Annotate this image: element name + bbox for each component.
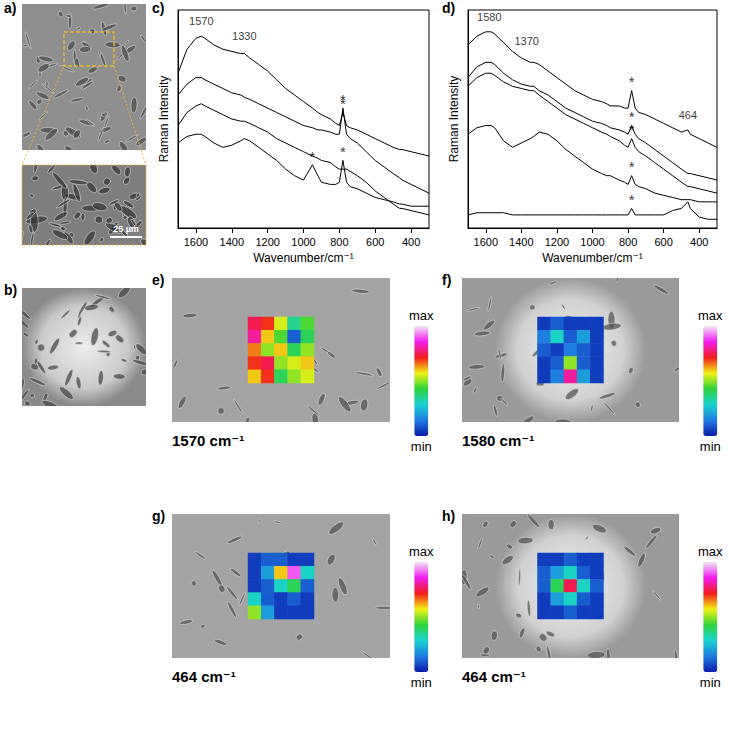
svg-text:*: * <box>340 143 346 160</box>
html-text:e): e) <box>152 272 165 288</box>
svg-text:1600: 1600 <box>474 236 498 248</box>
svg-text:min: min <box>411 439 432 454</box>
svg-text:max: max <box>698 544 723 559</box>
svg-text:1370: 1370 <box>514 35 538 47</box>
svg-text:1200: 1200 <box>545 236 569 248</box>
svg-text:*: * <box>629 73 635 90</box>
svg-text:600: 600 <box>366 236 384 248</box>
svg-text:*: * <box>340 91 346 108</box>
svg-text:Wavenumber/cm⁻¹: Wavenumber/cm⁻¹ <box>253 251 354 265</box>
svg-text:*: * <box>629 191 635 208</box>
html-text:d): d) <box>442 0 456 16</box>
svg-text:1570: 1570 <box>189 15 213 27</box>
svg-text:max: max <box>698 308 723 323</box>
svg-text:800: 800 <box>330 236 348 248</box>
svg-text:1330: 1330 <box>232 30 256 42</box>
html-text:1580 cm⁻¹: 1580 cm⁻¹ <box>462 432 535 449</box>
svg-text:800: 800 <box>619 236 637 248</box>
svg-text:464: 464 <box>679 109 697 121</box>
html-text:h): h) <box>442 508 456 524</box>
svg-text:400: 400 <box>690 236 708 248</box>
svg-text:min: min <box>700 675 721 690</box>
svg-text:Raman Intensity: Raman Intensity <box>447 76 461 163</box>
html-text:b): b) <box>4 282 18 298</box>
svg-text:600: 600 <box>654 236 672 248</box>
svg-text:max: max <box>409 308 434 323</box>
svg-text:max: max <box>409 544 434 559</box>
svg-text:400: 400 <box>402 236 420 248</box>
svg-text:min: min <box>411 675 432 690</box>
html-text:f): f) <box>442 272 452 288</box>
svg-text:Raman Intensity: Raman Intensity <box>157 76 171 163</box>
svg-text:1000: 1000 <box>580 236 604 248</box>
svg-text:25 µm: 25 µm <box>113 224 139 234</box>
html-text:c): c) <box>152 0 165 16</box>
svg-text:1400: 1400 <box>509 236 533 248</box>
html-text:g): g) <box>152 508 166 524</box>
html-text:464 cm⁻¹: 464 cm⁻¹ <box>172 668 236 685</box>
html-text:a): a) <box>4 0 17 16</box>
svg-text:*: * <box>629 158 635 175</box>
svg-text:1400: 1400 <box>220 236 244 248</box>
svg-text:1580: 1580 <box>477 11 501 23</box>
svg-text:1000: 1000 <box>291 236 315 248</box>
svg-text:Wavenumber/cm⁻¹: Wavenumber/cm⁻¹ <box>542 251 643 265</box>
svg-text:min: min <box>700 439 721 454</box>
svg-text:1200: 1200 <box>255 236 279 248</box>
html-text:1570 cm⁻¹: 1570 cm⁻¹ <box>172 432 245 449</box>
svg-text:1600: 1600 <box>184 236 208 248</box>
html-text:464 cm⁻¹: 464 cm⁻¹ <box>462 668 526 685</box>
